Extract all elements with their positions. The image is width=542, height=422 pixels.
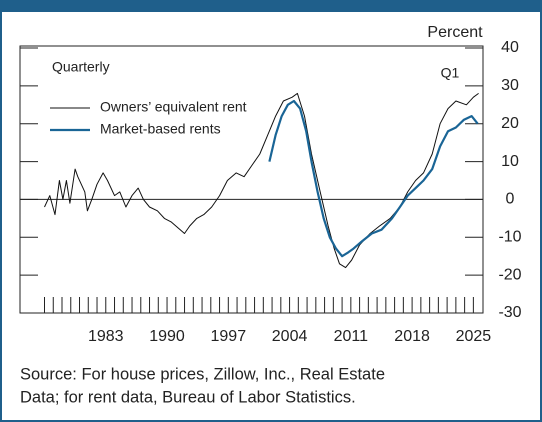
x-tick-label: 2004 xyxy=(272,328,308,345)
y-tick-label: 20 xyxy=(501,115,519,132)
y-tick-label: 10 xyxy=(501,153,519,170)
x-tick-label: 2018 xyxy=(394,328,430,345)
x-tick-label: 1997 xyxy=(211,328,247,345)
x-tick-label: 1983 xyxy=(88,328,124,345)
legend-label: Owners’ equivalent rent xyxy=(100,99,247,115)
source-line: Source: For house prices, Zillow, Inc., … xyxy=(20,365,385,383)
x-tick-label: 2011 xyxy=(334,328,369,345)
source-line: Data; for rent data, Bureau of Labor Sta… xyxy=(20,388,356,406)
y-tick-label: 30 xyxy=(501,77,519,94)
latest-label: Q1 xyxy=(441,65,460,81)
legend-label: Market-based rents xyxy=(100,121,221,137)
series-line xyxy=(44,92,479,269)
header-bar xyxy=(0,0,542,12)
y-tick-label: -20 xyxy=(498,266,521,283)
unit-label: Percent xyxy=(427,24,483,41)
x-tick-label: 1990 xyxy=(149,328,185,345)
plot-frame xyxy=(19,45,484,314)
x-tick-label: 2025 xyxy=(456,328,492,345)
y-tick-label: 40 xyxy=(501,39,519,56)
frequency-label: Quarterly xyxy=(52,59,110,75)
y-tick-label: -30 xyxy=(498,304,521,321)
series-line xyxy=(268,99,479,258)
y-tick-label: 0 xyxy=(506,191,515,208)
y-tick-label: -10 xyxy=(498,229,521,246)
